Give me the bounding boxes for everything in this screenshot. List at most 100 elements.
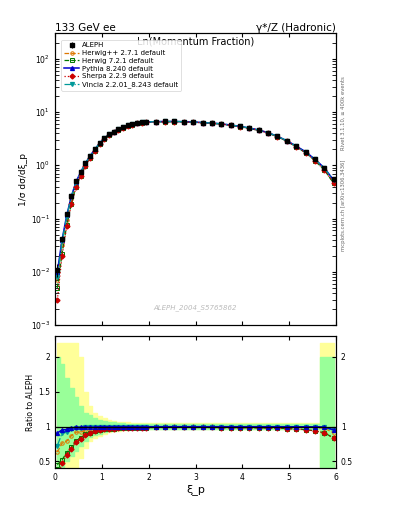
Sherpa 2.2.9 default (74, 184, 79, 190)
Sherpa 2.2.9 default (121, 124, 125, 131)
Vincia 2.2.01_8.243 default (116, 126, 121, 132)
Herwig++ 2.7.1 default (102, 136, 107, 142)
Sherpa 2.2.9 default (247, 125, 252, 132)
Herwig++ 2.7.1 default (144, 119, 149, 125)
Vincia 2.2.01_8.243 default (55, 274, 60, 280)
Text: Ln(Momentum Fraction): Ln(Momentum Fraction) (137, 36, 254, 46)
Sherpa 2.2.9 default (163, 119, 167, 125)
Sherpa 2.2.9 default (219, 121, 224, 127)
Sherpa 2.2.9 default (139, 120, 144, 126)
Sherpa 2.2.9 default (191, 119, 196, 125)
Pythia 8.240 default (102, 135, 107, 141)
Vincia 2.2.01_8.243 default (130, 121, 135, 127)
Sherpa 2.2.9 default (209, 120, 214, 126)
Pythia 8.240 default (88, 153, 92, 159)
Herwig 7.2.1 default (322, 167, 327, 173)
Pythia 8.240 default (107, 132, 111, 138)
Sherpa 2.2.9 default (135, 120, 140, 126)
Pythia 8.240 default (163, 118, 167, 124)
Herwig 7.2.1 default (64, 222, 69, 228)
Herwig 7.2.1 default (209, 120, 214, 126)
Herwig 7.2.1 default (219, 121, 224, 127)
Herwig++ 2.7.1 default (139, 119, 144, 125)
Pythia 8.240 default (125, 122, 130, 129)
Sherpa 2.2.9 default (116, 126, 121, 133)
Pythia 8.240 default (83, 160, 88, 166)
Sherpa 2.2.9 default (312, 158, 317, 164)
Sherpa 2.2.9 default (97, 141, 102, 147)
Herwig 7.2.1 default (247, 125, 252, 132)
Herwig 7.2.1 default (139, 120, 144, 126)
Vincia 2.2.01_8.243 default (247, 125, 252, 131)
Herwig 7.2.1 default (191, 119, 196, 125)
Herwig++ 2.7.1 default (228, 122, 233, 128)
Line: Sherpa 2.2.9 default: Sherpa 2.2.9 default (56, 120, 335, 302)
Vincia 2.2.01_8.243 default (121, 124, 125, 130)
Vincia 2.2.01_8.243 default (285, 138, 289, 144)
Pythia 8.240 default (294, 143, 299, 149)
Sherpa 2.2.9 default (275, 134, 280, 140)
Vincia 2.2.01_8.243 default (275, 133, 280, 139)
Pythia 8.240 default (64, 212, 69, 219)
Herwig++ 2.7.1 default (64, 217, 69, 223)
Sherpa 2.2.9 default (60, 253, 64, 259)
Herwig++ 2.7.1 default (285, 138, 289, 144)
Herwig 7.2.1 default (135, 120, 140, 126)
Herwig++ 2.7.1 default (275, 133, 280, 139)
Herwig 7.2.1 default (88, 155, 92, 161)
Herwig 7.2.1 default (200, 120, 205, 126)
Herwig 7.2.1 default (303, 150, 308, 156)
Herwig 7.2.1 default (144, 119, 149, 125)
Herwig 7.2.1 default (107, 132, 111, 138)
Herwig 7.2.1 default (285, 138, 289, 144)
Sherpa 2.2.9 default (111, 129, 116, 135)
Sherpa 2.2.9 default (256, 127, 261, 134)
Sherpa 2.2.9 default (238, 123, 242, 130)
Pythia 8.240 default (312, 156, 317, 162)
Herwig 7.2.1 default (275, 134, 280, 140)
Pythia 8.240 default (116, 126, 121, 132)
Sherpa 2.2.9 default (55, 296, 60, 303)
Pythia 8.240 default (256, 127, 261, 133)
Vincia 2.2.01_8.243 default (182, 119, 186, 125)
Herwig++ 2.7.1 default (153, 119, 158, 125)
Vincia 2.2.01_8.243 default (79, 169, 83, 175)
Pythia 8.240 default (130, 121, 135, 127)
Vincia 2.2.01_8.243 default (191, 119, 196, 125)
Herwig++ 2.7.1 default (303, 149, 308, 155)
Vincia 2.2.01_8.243 default (60, 238, 64, 244)
Sherpa 2.2.9 default (172, 119, 177, 125)
Sherpa 2.2.9 default (102, 136, 107, 142)
Y-axis label: Ratio to ALEPH: Ratio to ALEPH (26, 374, 35, 431)
Pythia 8.240 default (111, 129, 116, 135)
Herwig++ 2.7.1 default (209, 120, 214, 126)
Vincia 2.2.01_8.243 default (88, 153, 92, 159)
Herwig++ 2.7.1 default (111, 129, 116, 135)
Pythia 8.240 default (275, 133, 280, 139)
Vincia 2.2.01_8.243 default (69, 194, 74, 200)
Herwig++ 2.7.1 default (69, 196, 74, 202)
Herwig 7.2.1 default (102, 136, 107, 142)
Vincia 2.2.01_8.243 default (153, 119, 158, 125)
Vincia 2.2.01_8.243 default (139, 119, 144, 125)
Vincia 2.2.01_8.243 default (64, 214, 69, 220)
Herwig++ 2.7.1 default (322, 165, 327, 172)
Herwig 7.2.1 default (163, 119, 167, 125)
Herwig++ 2.7.1 default (247, 125, 252, 131)
Pythia 8.240 default (121, 124, 125, 130)
Vincia 2.2.01_8.243 default (200, 119, 205, 125)
Herwig 7.2.1 default (312, 158, 317, 164)
Sherpa 2.2.9 default (303, 150, 308, 156)
Pythia 8.240 default (153, 119, 158, 125)
Pythia 8.240 default (238, 123, 242, 130)
Herwig++ 2.7.1 default (83, 161, 88, 167)
Herwig++ 2.7.1 default (125, 122, 130, 129)
Sherpa 2.2.9 default (285, 138, 289, 144)
Herwig 7.2.1 default (60, 250, 64, 257)
Pythia 8.240 default (209, 120, 214, 126)
Y-axis label: 1/σ dσ/dξ_p: 1/σ dσ/dξ_p (19, 153, 28, 206)
Pythia 8.240 default (219, 121, 224, 127)
Legend: ALEPH, Herwig++ 2.7.1 default, Herwig 7.2.1 default, Pythia 8.240 default, Sherp: ALEPH, Herwig++ 2.7.1 default, Herwig 7.… (61, 39, 181, 91)
Pythia 8.240 default (92, 146, 97, 153)
Text: γ*/Z (Hadronic): γ*/Z (Hadronic) (256, 23, 336, 32)
